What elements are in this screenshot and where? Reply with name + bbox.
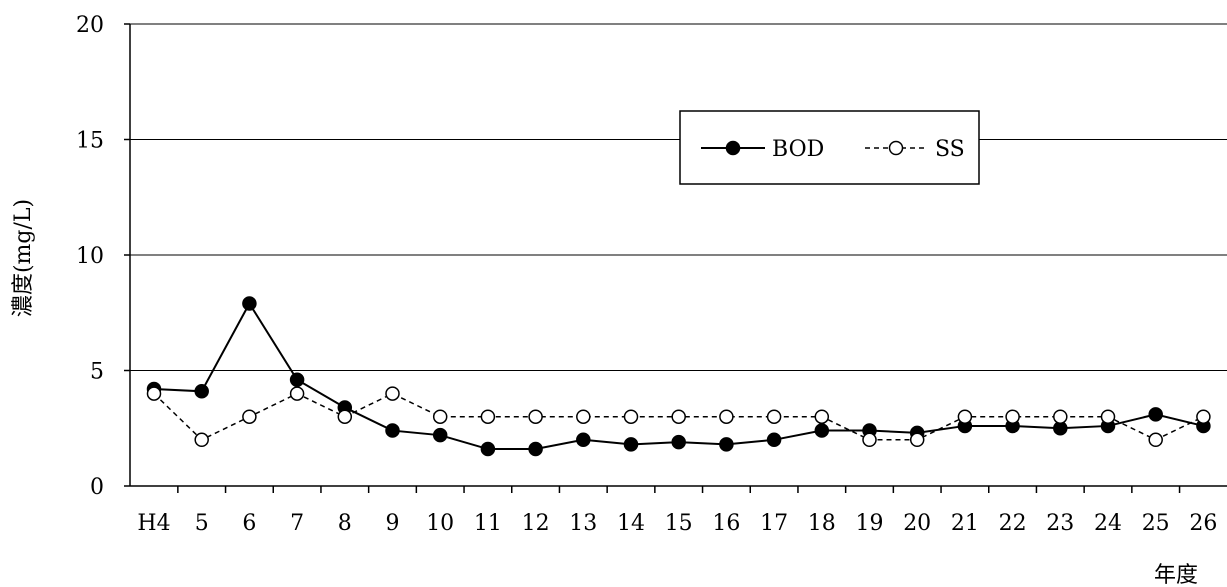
- data-point-ss: [1148, 432, 1163, 448]
- x-tick-label: 13: [569, 511, 597, 536]
- data-point-bod: [719, 437, 734, 452]
- data-point-bod: [1148, 407, 1163, 422]
- x-tick-label: 10: [426, 511, 454, 536]
- x-tick-label: 11: [474, 511, 502, 536]
- x-tick-label: 21: [951, 511, 979, 536]
- data-point-bod: [242, 296, 257, 311]
- grid-lines: [130, 23, 1227, 371]
- x-tick-label: 5: [195, 511, 209, 536]
- data-point-ss: [1005, 409, 1020, 424]
- data-point-ss: [862, 432, 877, 448]
- data-point-bod: [576, 432, 591, 448]
- data-point-ss: [337, 409, 353, 424]
- y-tick-label: 5: [90, 360, 104, 385]
- legend-item-bod: BOD: [701, 137, 824, 162]
- x-tick-label: 18: [808, 511, 836, 536]
- x-tick-label: 17: [760, 511, 788, 536]
- legend-marker-bod: [725, 140, 741, 156]
- data-point-ss: [1100, 409, 1116, 424]
- legend: BOD SS: [679, 110, 980, 185]
- x-tick-label: 15: [665, 511, 693, 536]
- y-tick-label: 0: [90, 475, 104, 500]
- data-point-bod: [814, 423, 830, 438]
- legend-label-ss: SS: [935, 137, 965, 162]
- data-point-ss: [242, 409, 257, 424]
- x-tick-label: 19: [856, 511, 884, 536]
- x-tick-label: 26: [1189, 511, 1217, 536]
- data-point-ss: [194, 432, 209, 448]
- series-layer: [146, 296, 1211, 457]
- series-line-bod: [153, 301, 1204, 451]
- data-point-ss: [480, 409, 496, 424]
- data-point-bod: [623, 437, 639, 452]
- y-tick-label: 10: [76, 244, 104, 269]
- data-point-bod: [194, 384, 209, 399]
- x-tick-label: 6: [242, 511, 256, 536]
- y-tick-labels: 0 5 10 15 20: [76, 13, 104, 500]
- data-point-ss: [385, 386, 400, 401]
- x-tick-label: 14: [617, 511, 645, 536]
- data-point-bod: [766, 432, 782, 448]
- data-point-ss: [1196, 409, 1211, 424]
- data-point-ss: [814, 409, 830, 424]
- y-tick-label: 20: [76, 13, 104, 38]
- data-point-bod: [528, 441, 543, 457]
- legend-item-ss: SS: [865, 137, 965, 162]
- x-tick-label: 23: [1046, 511, 1074, 536]
- x-tick-label: 7: [290, 511, 304, 536]
- y-axis-title: 濃度(mg/L): [11, 199, 36, 317]
- data-point-bod: [671, 434, 686, 450]
- data-point-bod: [385, 423, 400, 438]
- data-point-ss: [909, 432, 925, 448]
- data-point-ss: [957, 409, 973, 424]
- data-point-ss: [623, 409, 639, 424]
- data-point-ss: [1053, 409, 1068, 424]
- x-tick-label: 8: [338, 511, 352, 536]
- x-tick-label: 24: [1094, 511, 1122, 536]
- data-point-bod: [480, 441, 496, 457]
- x-tick-label: 16: [712, 511, 740, 536]
- data-point-ss: [576, 409, 591, 424]
- legend-label-bod: BOD: [772, 137, 824, 162]
- data-point-ss: [432, 409, 448, 424]
- data-point-bod: [432, 427, 448, 443]
- x-axis-title: 年度: [1154, 563, 1198, 587]
- axes: [124, 23, 1227, 493]
- y-tick-label: 15: [76, 129, 104, 154]
- data-point-ss: [289, 386, 305, 401]
- data-point-ss: [528, 409, 543, 424]
- data-point-ss: [766, 409, 782, 424]
- x-tick-label: 12: [522, 511, 550, 536]
- x-tick-label: 20: [903, 511, 931, 536]
- x-tick-labels: H4 5 6 7 8 9 10 11 12 13 14 15 16 17 18 19 20 21 22 23 24 25 2…: [137, 511, 1217, 536]
- data-point-ss: [719, 409, 734, 424]
- x-tick-label: 9: [386, 511, 400, 536]
- data-point-ss: [146, 386, 162, 401]
- x-tick-label: 25: [1142, 511, 1170, 536]
- legend-marker-ss: [888, 140, 904, 156]
- data-point-ss: [671, 409, 686, 424]
- x-tick-label: 22: [999, 511, 1027, 536]
- data-point-bod: [289, 372, 305, 387]
- x-tick-label: H4: [137, 511, 170, 536]
